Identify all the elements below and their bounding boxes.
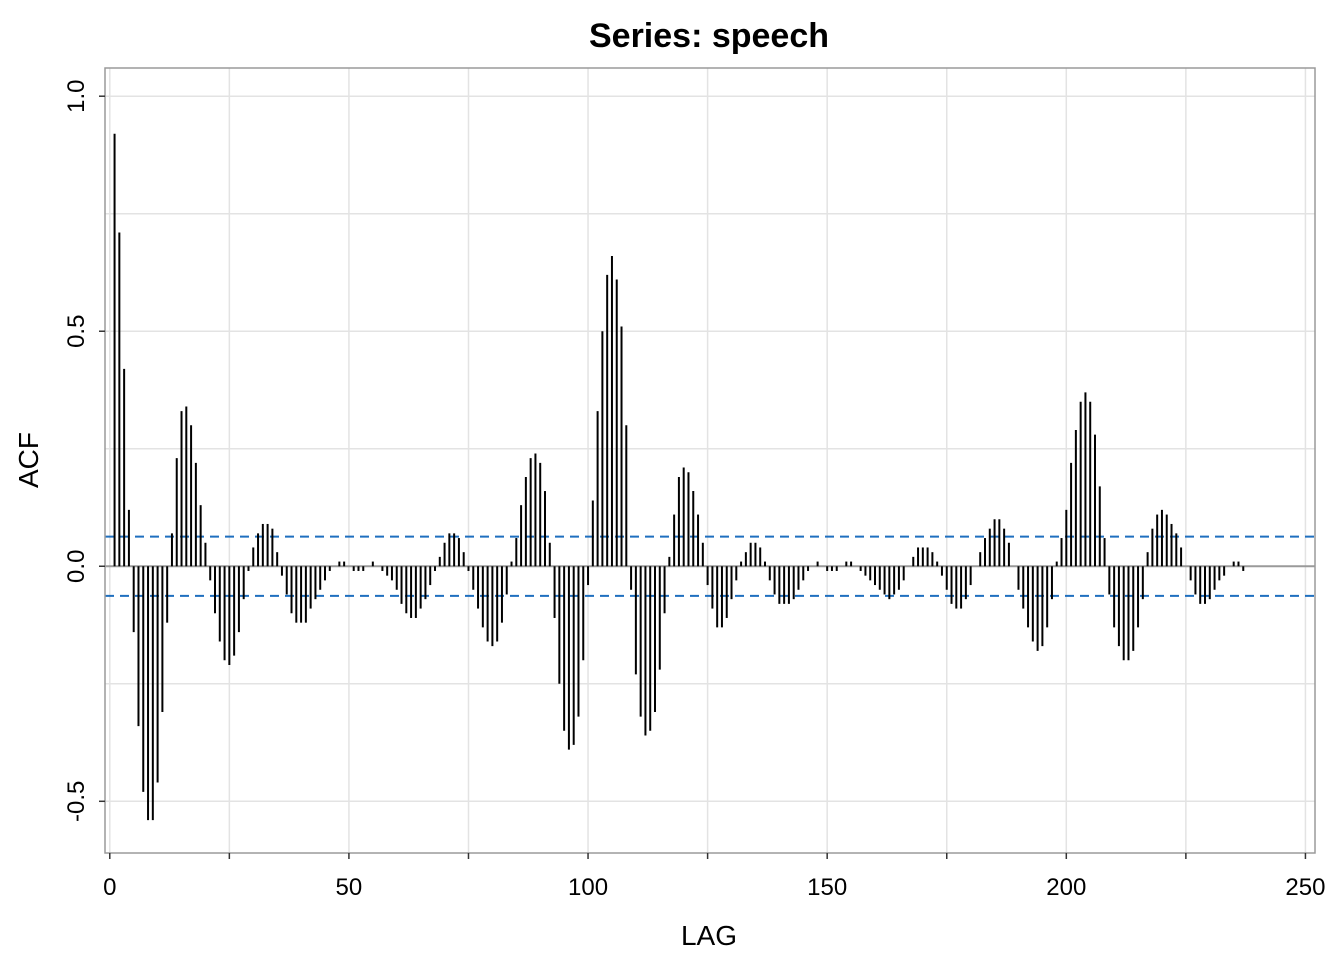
x-tick-label: 0 — [103, 874, 116, 901]
chart-title: Series: speech — [589, 17, 829, 55]
grid-lines — [105, 68, 1315, 853]
y-tick-label: 1.0 — [63, 80, 90, 113]
x-axis-label: LAG — [681, 920, 737, 951]
y-tick-label: -0.5 — [63, 781, 90, 822]
acf-bars — [113, 133, 1245, 821]
y-axis-ticks: -0.5 0.0 0.5 1.0 — [63, 80, 105, 822]
x-tick-label: 150 — [807, 874, 847, 901]
plot-frame — [104, 67, 1316, 854]
x-tick-label: 200 — [1046, 874, 1086, 901]
x-tick-label: 50 — [336, 874, 363, 901]
y-axis-label: ACF — [13, 432, 44, 488]
y-tick-label: 0.0 — [63, 550, 90, 583]
x-tick-label: 250 — [1285, 874, 1325, 901]
y-tick-label: 0.5 — [63, 315, 90, 348]
x-axis-ticks: 0 50 100 150 200 250 — [103, 853, 1325, 901]
x-tick-label: 100 — [568, 874, 608, 901]
